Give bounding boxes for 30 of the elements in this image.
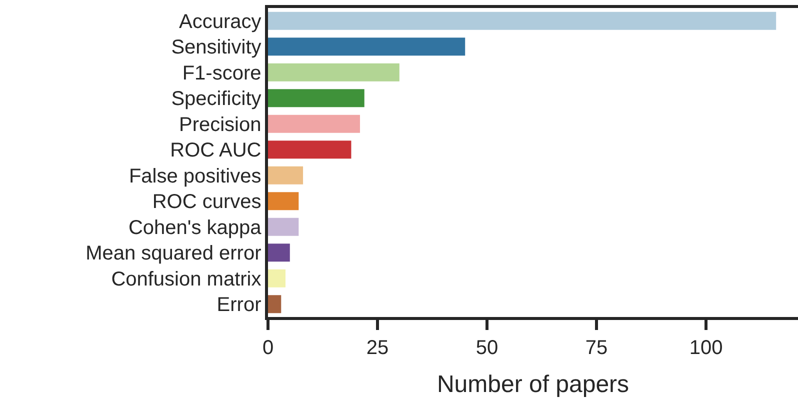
- y-tick-label: Cohen's kappa: [128, 216, 262, 239]
- bar: [268, 166, 304, 184]
- y-tick-label: F1-score: [182, 62, 262, 84]
- y-tick-label: Error: [216, 294, 262, 316]
- y-tick-label: ROC curves: [152, 191, 262, 214]
- x-tick-label: 50: [476, 336, 498, 359]
- bar: [268, 269, 286, 288]
- bar: [268, 192, 299, 210]
- x-tick-label: 25: [366, 336, 389, 359]
- x-axis-title: Number of papers: [436, 371, 630, 398]
- x-tick-label: 100: [689, 336, 723, 359]
- y-tick-label: Accuracy: [179, 10, 262, 33]
- bar: [268, 114, 360, 133]
- y-tick-label: Sensitivity: [171, 36, 262, 59]
- y-tick-label: Mean squared error: [86, 242, 262, 265]
- bar: [268, 89, 364, 108]
- y-tick-label: False positives: [128, 165, 262, 188]
- bar: [268, 244, 290, 262]
- y-tick-label: Confusion matrix: [111, 268, 262, 290]
- bar: [268, 38, 466, 56]
- y-tick-label: Specificity: [171, 88, 262, 110]
- bar: [268, 218, 299, 236]
- x-tick-label: 0: [262, 336, 274, 359]
- bar: [268, 295, 282, 314]
- x-tick-label: 75: [585, 336, 608, 359]
- y-tick-label: ROC AUC: [170, 140, 262, 162]
- bar: [268, 12, 776, 30]
- bar: [268, 140, 352, 159]
- bar: [268, 63, 400, 82]
- y-tick-label: Precision: [178, 114, 262, 136]
